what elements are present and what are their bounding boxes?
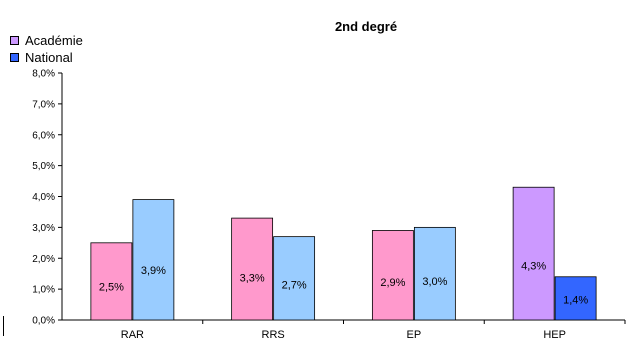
data-label: 3,0%: [422, 276, 447, 288]
x-tick-label: RAR: [121, 329, 144, 340]
plot-area: 0,0% 1,0% 2,0% 3,0% 4,0% 5,0% 6,0% 7,0% 8,0% RAR 2…: [32, 69, 626, 340]
bar: [371, 230, 414, 321]
data-label: 2,9%: [380, 277, 405, 289]
y-tick-label: 0,0%: [32, 316, 55, 327]
bar: [512, 186, 555, 321]
y-tick-label: 1,0%: [32, 285, 55, 296]
y-tick-label: 8,0%: [32, 69, 55, 80]
data-label: 2,7%: [282, 279, 307, 291]
legend-item-national: National: [10, 49, 83, 66]
data-label: 1,4%: [563, 295, 588, 307]
x-tick-label: HEP: [543, 329, 566, 340]
bar: [132, 199, 175, 321]
y-tick-label: 2,0%: [32, 254, 55, 265]
data-label: 2,5%: [99, 282, 124, 294]
legend: Académie National: [10, 32, 83, 66]
bar: [231, 217, 274, 321]
bar: [554, 276, 597, 321]
legend-label: National: [25, 50, 73, 65]
bar: [413, 226, 456, 321]
y-tick-label: 3,0%: [32, 223, 55, 234]
y-tick-label: 6,0%: [32, 130, 55, 141]
data-label: 4,3%: [521, 261, 546, 273]
bar: [273, 236, 316, 321]
y-tick-label: 5,0%: [32, 161, 55, 172]
y-tick-label: 7,0%: [32, 99, 55, 110]
legend-label: Académie: [25, 33, 83, 48]
x-tick-label: RRS: [262, 329, 285, 340]
x-tick-label: EP: [407, 329, 422, 340]
chart-title: 2nd degré: [335, 19, 397, 34]
data-label: 3,3%: [240, 272, 265, 284]
y-tick-label: 4,0%: [32, 192, 55, 203]
legend-item-academie: Académie: [10, 32, 83, 49]
bar: [90, 242, 133, 321]
legend-swatch: [10, 53, 19, 62]
legend-swatch: [10, 36, 19, 45]
frame-fragment: [0, 316, 4, 336]
data-label: 3,9%: [141, 265, 166, 277]
